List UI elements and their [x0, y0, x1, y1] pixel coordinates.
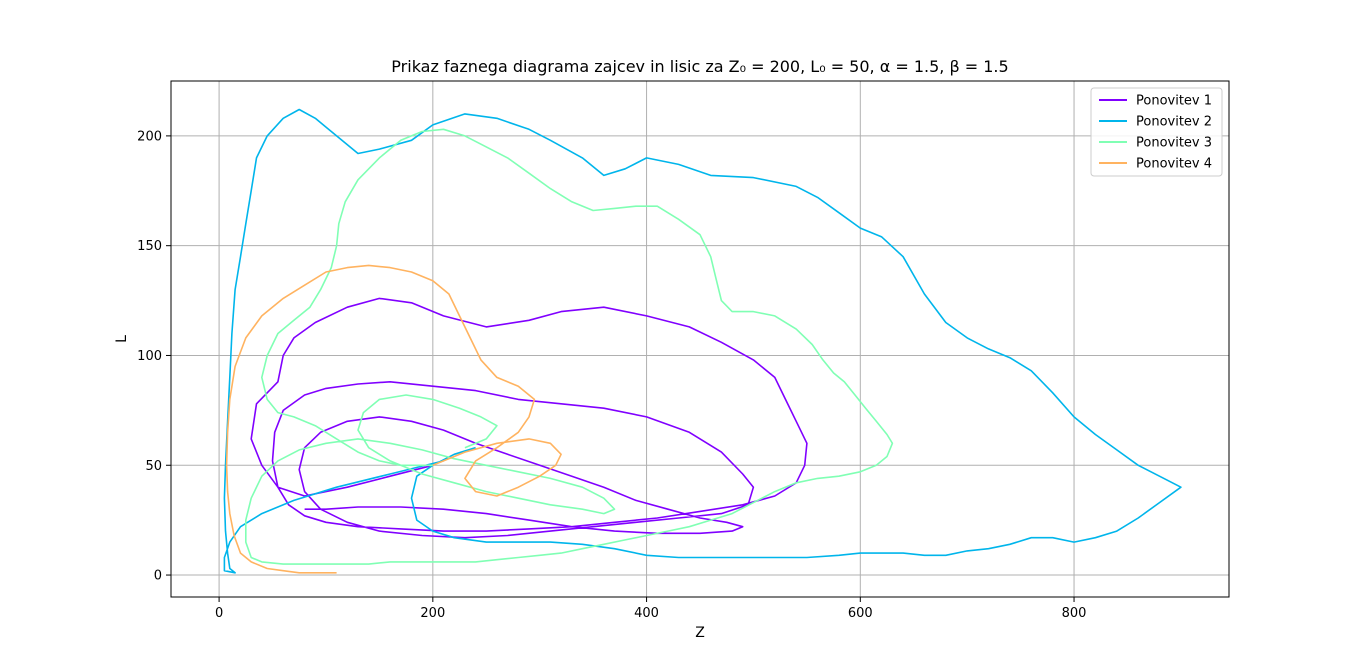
- y-tick-label: 150: [137, 239, 162, 254]
- x-tick-label: 600: [848, 606, 873, 621]
- series-line-4: [225, 264, 562, 574]
- series-line-1: [250, 297, 808, 539]
- x-tick-label: 200: [420, 606, 445, 621]
- legend-label-2: Ponovitev 2: [1136, 115, 1212, 130]
- y-tick-label: 200: [137, 129, 162, 144]
- series-layer: [223, 108, 1182, 574]
- series-line-2: [223, 108, 1182, 574]
- y-axis-ticks: 0 50 100 150 200: [137, 129, 171, 584]
- grid-lines: [171, 81, 1229, 597]
- legend-label-4: Ponovitev 4: [1136, 157, 1212, 172]
- y-tick-label: 50: [145, 459, 162, 474]
- plot-background: [171, 81, 1229, 597]
- series-line-3: [245, 128, 894, 565]
- y-tick-label: 0: [154, 569, 162, 584]
- x-axis-ticks: 0 200 400 600 800: [215, 597, 1087, 621]
- x-axis-label: Z: [695, 625, 705, 641]
- legend: Ponovitev 1 Ponovitev 2 Ponovitev 3 Ponovit…: [1090, 87, 1223, 177]
- x-tick-label: 400: [634, 606, 659, 621]
- x-tick-label: 0: [215, 606, 223, 621]
- x-tick-label: 800: [1062, 606, 1087, 621]
- y-tick-label: 100: [137, 349, 162, 364]
- chart-title: Prikaz faznega diagrama zajcev in lisic …: [391, 57, 1008, 76]
- legend-label-3: Ponovitev 3: [1136, 136, 1212, 151]
- legend-box: [1090, 87, 1223, 177]
- y-axis-label: L: [114, 335, 130, 343]
- plot-frame: [170, 80, 1230, 598]
- legend-label-1: Ponovitev 1: [1136, 94, 1212, 109]
